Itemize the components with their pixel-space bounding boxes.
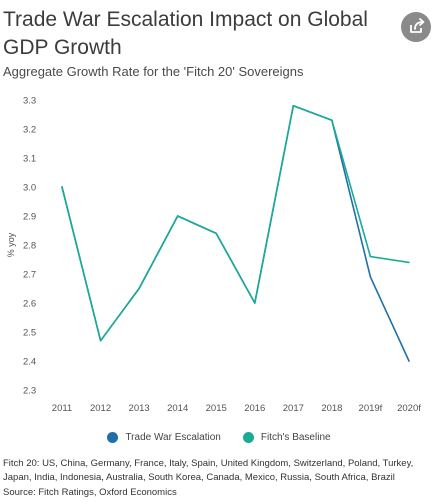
x-tick-label: 2011: [52, 403, 72, 414]
x-tick-label: 2018: [321, 403, 342, 414]
legend-marker-trade-war: [107, 432, 119, 443]
x-tick-label: 2020f: [397, 403, 421, 414]
legend-label-baseline: Fitch's Baseline: [260, 432, 331, 443]
legend-marker-baseline: [242, 432, 254, 443]
legend-label-trade-war: Trade War Escalation: [125, 432, 221, 443]
y-tick-label: 3.2: [23, 125, 36, 136]
y-tick-label: 2.8: [23, 241, 36, 252]
x-tick-label: 2012: [90, 403, 111, 414]
series-line-baseline: [61, 105, 410, 342]
x-tick-label: 2019f: [359, 403, 383, 414]
x-tick-label: 2013: [129, 403, 150, 414]
share-button[interactable]: [401, 12, 431, 42]
y-tick-label: 3.1: [23, 154, 36, 165]
legend-item-trade-war[interactable]: Trade War Escalation: [107, 432, 221, 443]
legend-item-baseline[interactable]: Fitch's Baseline: [242, 432, 331, 443]
chart-title: Trade War Escalation Impact on Global GD…: [3, 8, 368, 59]
y-tick-label: 2.7: [23, 270, 36, 281]
legend: Trade War Escalation Fitch's Baseline: [0, 432, 438, 443]
share-icon: [410, 18, 425, 33]
y-tick-label: 2.4: [23, 357, 36, 368]
x-tick-label: 2017: [283, 403, 304, 414]
line-chart: 2.3 2.4 2.5 2.6 2.7 2.8 2.9 3.0 3.1 3.2 3.3 % yoy 20…: [6, 96, 421, 415]
y-tick-label: 2.5: [23, 328, 36, 339]
y-tick-label: 3.0: [23, 183, 36, 194]
footnote: Fitch 20: US, China, Germany, France, It…: [3, 458, 414, 483]
y-tick-label: 2.6: [23, 299, 36, 310]
y-tick-label: 2.3: [23, 386, 36, 397]
chart-subtitle: Aggregate Growth Rate for the 'Fitch 20'…: [3, 64, 304, 79]
y-tick-label: 2.9: [23, 212, 36, 223]
x-tick-label: 2016: [244, 403, 265, 414]
source-note: Source: Fitch Ratings, Oxford Economics: [3, 487, 177, 498]
y-axis-title: % yoy: [6, 232, 16, 257]
y-tick-label: 3.3: [23, 96, 36, 107]
x-tick-label: 2015: [206, 403, 227, 414]
x-tick-label: 2014: [167, 403, 188, 414]
